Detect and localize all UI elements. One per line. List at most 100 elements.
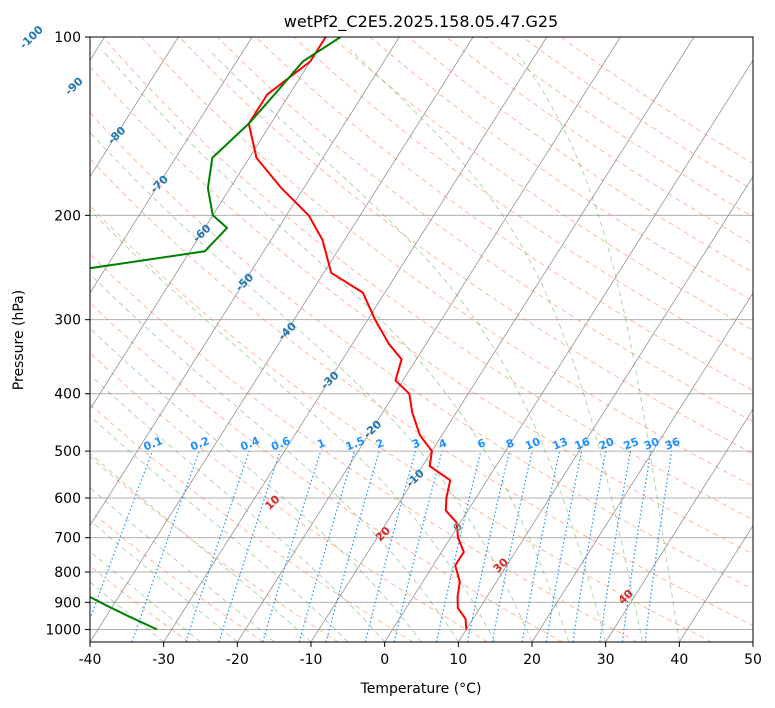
dry-adiabat — [90, 205, 712, 642]
mixing-ratio-line — [364, 450, 416, 642]
mixing-ratio-line — [491, 450, 533, 642]
y-tick-label: 800 — [54, 565, 81, 581]
mixing-ratio-line — [325, 450, 380, 642]
dry-adiabat — [293, 37, 753, 361]
x-tick-label: 20 — [523, 652, 541, 668]
mixing-ratio-line — [466, 450, 510, 642]
isotherm-line — [163, 37, 548, 642]
isotherm-line — [90, 37, 327, 411]
isotherm-line — [384, 59, 753, 642]
dry-adiabat — [255, 37, 753, 392]
plot-area — [90, 37, 753, 642]
isotherm-line — [457, 175, 753, 642]
mixing-ratio-line — [393, 450, 443, 642]
moist-adiabat — [349, 49, 643, 642]
isotherm-line — [90, 37, 400, 527]
y-axis-title: Pressure (hPa) — [11, 290, 27, 390]
moist-adiabat — [90, 209, 496, 642]
dry-adiabat — [90, 403, 414, 642]
mixing-ratio-line — [262, 450, 322, 642]
moist-adiabat — [90, 273, 459, 642]
mixing-ratio-line — [298, 450, 355, 642]
moist-adiabat — [90, 374, 386, 642]
y-tick-label: 100 — [54, 30, 81, 46]
mixing-ratio-line — [131, 450, 200, 642]
mixing-ratio-label: 2 — [374, 436, 386, 451]
isotherm-line — [605, 408, 753, 642]
isotherm-line — [90, 37, 474, 642]
dry-adiabat — [331, 37, 753, 331]
isotherm-line — [236, 37, 621, 642]
annotation-labels: 0.1 0.2 0.4 0.6 1 1.5 2 3 4 6 8 10 13 16 20 25 30 36-100-… — [17, 23, 682, 607]
dry-adiabat — [369, 37, 753, 302]
mixing-ratio-label: 13 — [551, 435, 570, 453]
x-tick-label: 40 — [670, 652, 688, 668]
dry-adiabats — [90, 37, 753, 642]
mixing-ratio-line — [435, 450, 482, 642]
mixing-ratio-label: 3 — [410, 436, 422, 451]
pressure-gridlines — [90, 37, 753, 630]
mixing-ratio-line — [218, 450, 281, 642]
mixing-ratio-line — [644, 451, 673, 642]
mixing-ratio-label: 10 — [523, 435, 542, 453]
dry-adiabat — [178, 37, 753, 455]
y-tick-label: 600 — [54, 491, 81, 507]
mixing-ratio-line — [572, 450, 607, 642]
mixing-ratio-line — [545, 450, 583, 642]
x-tick-label: 30 — [597, 652, 615, 668]
temperature-profile-line — [247, 37, 468, 630]
y-tick-label: 900 — [54, 595, 81, 611]
mixing-ratio-lines — [90, 450, 673, 642]
y-tick-label: 500 — [54, 444, 81, 460]
isotherm-line — [90, 37, 253, 294]
x-axis-ticks: -40 -30 -20 -10 0 10 20 30 40 50 — [79, 642, 762, 668]
mixing-ratio-label: 30 — [642, 435, 661, 453]
x-tick-label: -30 — [152, 652, 175, 668]
moist-adiabat — [90, 581, 164, 642]
chart-title: wetPf2_C2E5.2025.158.05.47.G25 — [284, 12, 558, 32]
mixing-ratio-line — [621, 451, 652, 642]
mixing-ratio-line — [185, 450, 250, 642]
plot-frame — [89, 36, 754, 643]
moist-adiabat — [90, 452, 312, 642]
x-axis-title: Temperature (°C) — [360, 681, 482, 697]
isotherm-line — [531, 292, 753, 642]
y-axis-ticks: 100 200 300 400 500 600 700 800 900 1000 — [45, 30, 90, 638]
y-tick-label: 200 — [54, 208, 81, 224]
isotherms — [90, 37, 753, 642]
mixing-ratio-label: 20 — [597, 435, 616, 453]
x-tick-label: 10 — [449, 652, 467, 668]
mixing-ratio-label: 1 — [315, 436, 327, 451]
moist-adiabat — [513, 49, 680, 642]
dry-adiabat — [484, 37, 753, 218]
moist-adiabat — [90, 487, 275, 642]
isotherm-line — [678, 524, 753, 642]
dry-adiabat — [522, 37, 753, 191]
x-tick-label: 0 — [380, 652, 389, 668]
y-tick-label: 400 — [54, 387, 81, 403]
x-tick-label: -20 — [226, 652, 249, 668]
mixing-ratio-line — [521, 450, 561, 642]
dry-adiabat — [90, 253, 638, 642]
dewpoint-profile-line — [90, 37, 342, 631]
x-tick-label: -10 — [300, 652, 323, 668]
mixing-ratio-line — [599, 450, 632, 642]
x-tick-label: -40 — [79, 652, 102, 668]
x-tick-label: 50 — [744, 652, 762, 668]
moist-adiabat — [90, 519, 238, 642]
mixing-ratio-label: 8 — [504, 436, 516, 451]
isotherm-line — [310, 37, 695, 642]
y-tick-label: 700 — [54, 531, 81, 547]
dry-adiabat — [90, 158, 753, 627]
y-tick-label: 1000 — [45, 622, 81, 638]
mixing-ratio-label: 16 — [573, 435, 592, 453]
mixing-ratio-label: 36 — [663, 435, 682, 453]
isotherm-line — [90, 37, 179, 178]
y-tick-label: 300 — [54, 313, 81, 329]
moist-adiabat — [90, 550, 201, 642]
moist-adiabat — [101, 49, 570, 642]
dry-adiabat — [217, 37, 753, 423]
profile-series — [90, 37, 468, 631]
